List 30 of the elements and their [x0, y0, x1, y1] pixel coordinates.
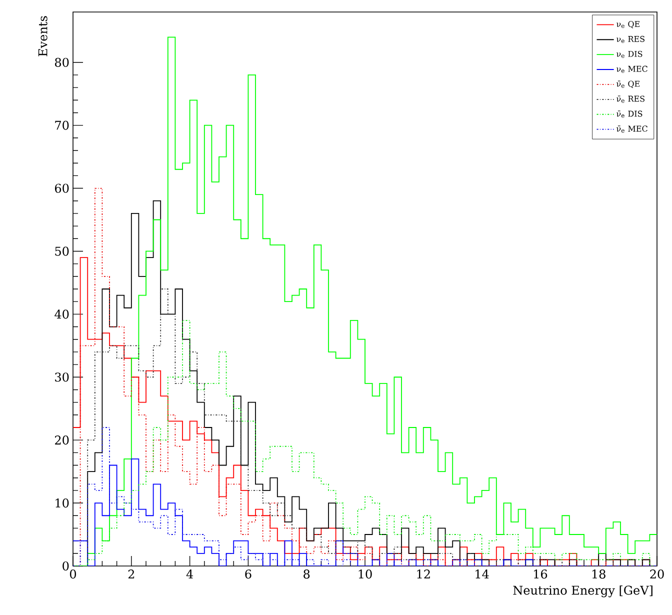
x-tick-label: 18 [592, 570, 606, 579]
y-tick-label: 50 [55, 246, 69, 256]
x-tick-label: 6 [245, 570, 252, 579]
y-tick-label: 30 [55, 372, 69, 382]
y-tick-label: 60 [55, 184, 69, 193]
x-tick-label: 20 [650, 570, 664, 579]
x-tick-label: 10 [358, 570, 372, 579]
legend-label: ν̄$_{e}$ MEC [616, 126, 648, 133]
y-tick-label: 10 [56, 498, 69, 508]
y-tick-label: 70 [55, 120, 69, 130]
x-axis-title: Neutrino Energy [GeV] [513, 585, 652, 598]
y-axis-title: Events [38, 16, 48, 56]
y-tick-label: 0 [62, 561, 69, 571]
legend-label: ν̄$_{e}$ QE [616, 80, 640, 88]
legend-label: ν$_{e}$ QE [616, 20, 640, 28]
x-tick-label: 2 [128, 570, 134, 578]
x-tick-label: 8 [304, 570, 310, 579]
x-tick-label: 12 [417, 570, 430, 578]
y-tick-label: 80 [55, 58, 69, 67]
y-tick-label: 40 [54, 310, 69, 319]
legend-label: ν̄$_{e}$ RES [616, 96, 644, 103]
legend-label: ν$_{e}$ MEC [616, 66, 648, 73]
x-tick-label: 14 [476, 570, 489, 578]
x-tick-label: 4 [186, 570, 194, 578]
legend-label: ν̄$_{e}$ DIS [616, 110, 642, 118]
legend-label: ν$_{e}$ RES [616, 36, 644, 43]
y-tick-label: 20 [55, 436, 69, 445]
x-tick-label: 0 [70, 570, 76, 579]
legend-label: ν$_{e}$ DIS [616, 50, 642, 58]
x-tick-label: 16 [534, 570, 548, 579]
